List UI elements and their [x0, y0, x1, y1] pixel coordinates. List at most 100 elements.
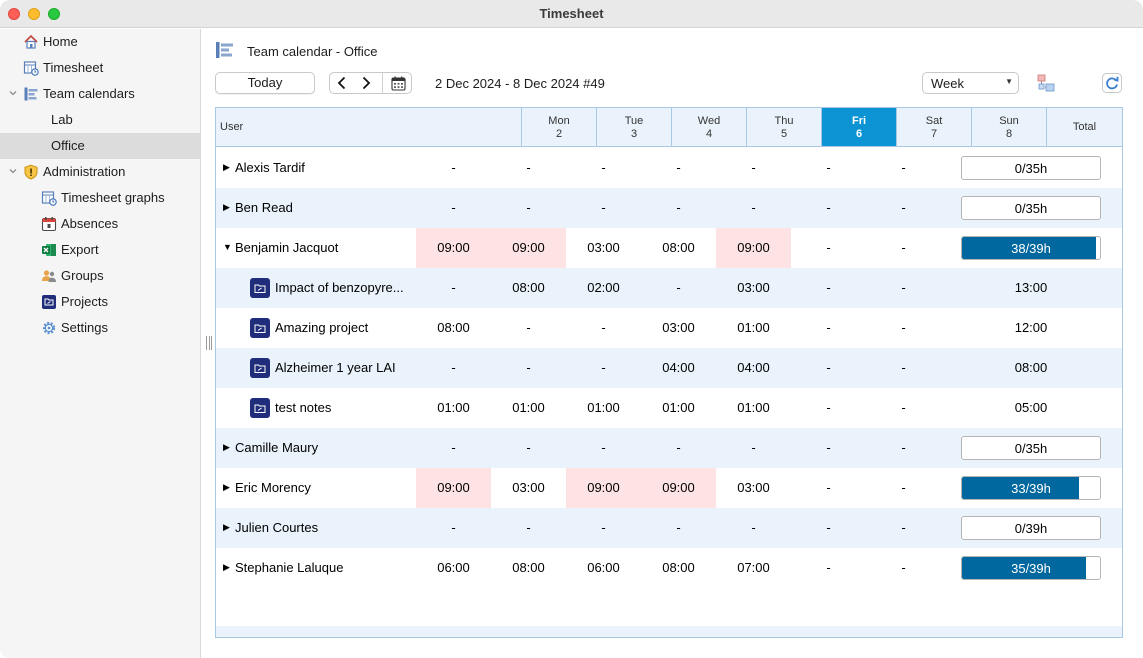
hours-cell[interactable]: - [451, 440, 456, 455]
hours-cell[interactable]: - [526, 320, 531, 335]
hours-cell[interactable]: - [826, 160, 831, 175]
hours-cell[interactable]: - [826, 280, 831, 295]
hours-cell[interactable]: - [451, 520, 456, 535]
hours-cell[interactable]: 03:00 [737, 480, 770, 495]
hours-cell[interactable]: - [826, 400, 831, 415]
user-row[interactable]: ▶ Eric Morency 09:00 03:00 09:00 09:00 03:00- -… [216, 468, 1122, 508]
hours-cell[interactable]: 04:00 [662, 360, 695, 375]
hours-cell[interactable]: 06:00 [437, 560, 470, 575]
hours-cell[interactable]: - [901, 200, 906, 215]
hours-cell[interactable]: 01:00 [662, 400, 695, 415]
hours-cell[interactable]: - [601, 440, 606, 455]
hours-cell[interactable]: - [526, 440, 531, 455]
hours-cell[interactable]: 01:00 [737, 400, 770, 415]
sidebar-item-office[interactable]: Office [0, 133, 200, 159]
today-button[interactable]: Today [215, 72, 315, 94]
hours-cell[interactable]: - [901, 360, 906, 375]
sidebar-item-settings[interactable]: Settings [0, 315, 200, 341]
sidebar-item-team-calendars[interactable]: Team calendars [0, 81, 200, 107]
sidebar-item-projects[interactable]: Projects [0, 289, 200, 315]
hours-cell[interactable]: 06:00 [587, 560, 620, 575]
sidebar-item-groups[interactable]: Groups [0, 263, 200, 289]
hours-cell[interactable]: 08:00 [662, 240, 695, 255]
sidebar-item-absences[interactable]: Absences [0, 211, 200, 237]
sidebar-item-export[interactable]: Export [0, 237, 200, 263]
expand-triangle-icon[interactable]: ▶ [223, 442, 230, 452]
hours-cell[interactable]: - [676, 520, 681, 535]
hours-cell[interactable]: - [901, 480, 906, 495]
hours-cell[interactable]: - [826, 200, 831, 215]
project-row[interactable]: Impact of benzopyre... - 08:00 02:00 - 03:00 -… [216, 268, 1122, 308]
hours-cell[interactable]: - [451, 360, 456, 375]
project-row[interactable]: Alzheimer 1 year LAI - - - 04:00 04:00 - - 08:00 [216, 348, 1122, 388]
previous-week-button[interactable] [330, 73, 354, 93]
hours-cell[interactable]: 08:00 [512, 280, 545, 295]
hours-cell[interactable]: - [676, 440, 681, 455]
sidebar-item-administration[interactable]: Administration [0, 159, 200, 185]
sidebar-item-home[interactable]: Home [0, 29, 200, 55]
user-row[interactable]: ▶ Julien Courtes - - - - - - - 0/39h [216, 508, 1122, 548]
hours-cell[interactable]: - [901, 320, 906, 335]
hours-cell[interactable]: 03:00 [587, 240, 620, 255]
sidebar-item-timesheet[interactable]: Timesheet [0, 55, 200, 81]
project-row[interactable]: Amazing project 08:00 - - 03:00 01:00 - - 12:00 [216, 308, 1122, 348]
expand-triangle-icon[interactable]: ▶ [223, 162, 230, 172]
hours-cell[interactable]: - [601, 160, 606, 175]
hours-cell[interactable]: - [751, 440, 756, 455]
hours-cell[interactable]: - [601, 200, 606, 215]
collapse-triangle-icon[interactable]: ▼ [223, 242, 232, 252]
hours-cell[interactable]: - [901, 160, 906, 175]
hours-cell[interactable]: 08:00 [512, 560, 545, 575]
expand-triangle-icon[interactable]: ▶ [223, 202, 230, 212]
user-row[interactable]: ▶ Alexis Tardif - - - - - - - 0/35h [216, 148, 1122, 188]
hours-cell[interactable]: - [526, 160, 531, 175]
next-week-button[interactable] [354, 73, 378, 93]
hours-cell[interactable]: - [751, 520, 756, 535]
hours-cell[interactable]: 09:00 [716, 228, 791, 268]
user-row[interactable]: ▶ Stephanie Laluque 06:00 08:00 06:00 08:00 07… [216, 548, 1122, 588]
hours-cell[interactable]: 09:00 [491, 228, 566, 268]
hours-cell[interactable]: - [676, 200, 681, 215]
hierarchy-view-button[interactable] [1035, 72, 1057, 94]
calendar-picker-button[interactable] [384, 73, 412, 93]
hours-cell[interactable]: - [826, 560, 831, 575]
view-period-select[interactable]: Week ▼ [922, 72, 1019, 94]
hours-cell[interactable]: - [526, 520, 531, 535]
hours-cell[interactable]: - [901, 400, 906, 415]
hours-cell[interactable]: - [451, 160, 456, 175]
expand-triangle-icon[interactable]: ▶ [223, 482, 230, 492]
hours-cell[interactable]: - [676, 280, 681, 295]
hours-cell[interactable]: 09:00 [416, 468, 491, 508]
hours-cell[interactable]: - [901, 240, 906, 255]
hours-cell[interactable]: 03:00 [737, 280, 770, 295]
hours-cell[interactable]: - [451, 200, 456, 215]
hours-cell[interactable]: - [826, 320, 831, 335]
hours-cell[interactable]: 09:00 [416, 228, 491, 268]
hours-cell[interactable]: - [601, 320, 606, 335]
hours-cell[interactable]: - [826, 240, 831, 255]
hours-cell[interactable]: - [901, 520, 906, 535]
close-window-button[interactable] [8, 8, 20, 20]
project-row[interactable]: test notes 01:00 01:00 01:00 01:00 01:00 - - 05:… [216, 388, 1122, 428]
hours-cell[interactable]: 01:00 [512, 400, 545, 415]
chevron-down-icon[interactable] [7, 166, 19, 178]
user-row[interactable]: ▼ Benjamin Jacquot 09:00 09:00 03:00 08:00 09:… [216, 228, 1122, 268]
hours-cell[interactable]: 09:00 [566, 468, 641, 508]
expand-triangle-icon[interactable]: ▶ [223, 522, 230, 532]
user-row[interactable]: ▶ Ben Read - - - - - - - 0/35h [216, 188, 1122, 228]
zoom-window-button[interactable] [48, 8, 60, 20]
hours-cell[interactable]: 04:00 [737, 360, 770, 375]
hours-cell[interactable]: - [826, 480, 831, 495]
hours-cell[interactable]: - [826, 440, 831, 455]
hours-cell[interactable]: - [901, 560, 906, 575]
minimize-window-button[interactable] [28, 8, 40, 20]
user-row[interactable]: ▶ Camille Maury - - - - - - - 0/35h [216, 428, 1122, 468]
sidebar-item-lab[interactable]: Lab [0, 107, 200, 133]
hours-cell[interactable]: 01:00 [737, 320, 770, 335]
sidebar-item-timesheet-graphs[interactable]: Timesheet graphs [0, 185, 200, 211]
hours-cell[interactable]: 07:00 [737, 560, 770, 575]
hours-cell[interactable]: - [826, 360, 831, 375]
refresh-button[interactable] [1101, 72, 1123, 94]
hours-cell[interactable]: 08:00 [437, 320, 470, 335]
hours-cell[interactable]: - [601, 520, 606, 535]
